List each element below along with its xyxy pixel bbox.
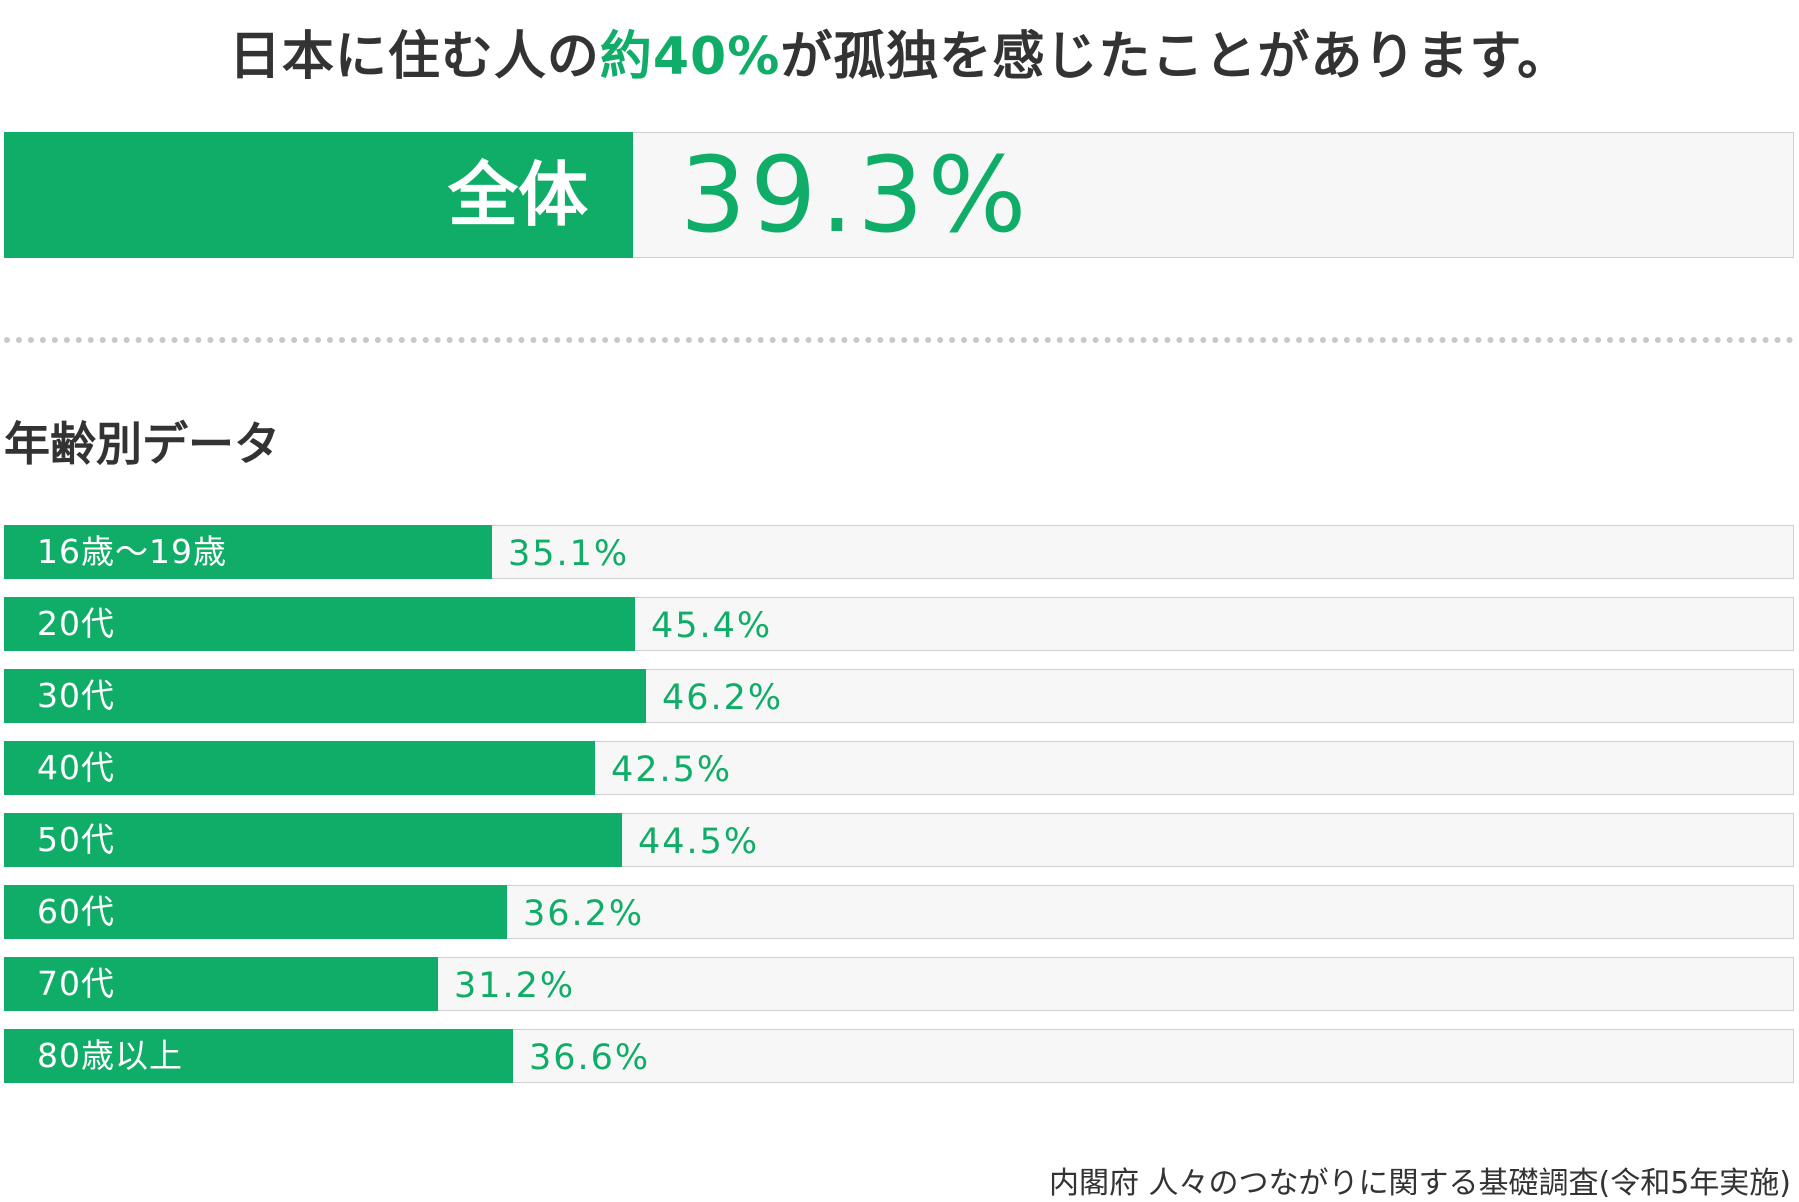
headline-highlight: 約40% (599, 27, 781, 87)
bar-row: 20代 45.4% (4, 597, 1794, 651)
headline-text-before: 日本に住む人の (228, 27, 600, 87)
value-label: 45.4% (651, 606, 773, 646)
bar (4, 813, 622, 867)
value-label: 44.5% (638, 822, 760, 862)
category-label: 40代 (37, 748, 115, 787)
bar (4, 1029, 513, 1083)
headline-text-after: が孤独を感じたことがあります。 (780, 27, 1571, 87)
overall-bar-fill (4, 132, 633, 258)
bar (4, 525, 492, 579)
bar-row: 80歳以上 36.6% (4, 1029, 1794, 1083)
bar (4, 597, 635, 651)
source-note: 内閣府 人々のつながりに関する基礎調査(令和5年実施) (1048, 1166, 1791, 1201)
category-label: 80歳以上 (37, 1036, 183, 1075)
bar-row: 60代 36.2% (4, 885, 1794, 939)
overall-value: 39.3% (680, 134, 1031, 256)
section-title: 年齢別データ (4, 417, 280, 471)
bar (4, 669, 646, 723)
category-label: 50代 (37, 820, 115, 859)
bar-row: 70代 31.2% (4, 957, 1794, 1011)
bar-row: 30代 46.2% (4, 669, 1794, 723)
category-label: 30代 (37, 676, 115, 715)
category-label: 60代 (37, 892, 115, 931)
bar-row: 16歳〜19歳 35.1% (4, 525, 1794, 579)
dotted-divider (4, 337, 1794, 343)
category-label: 16歳〜19歳 (37, 532, 227, 571)
category-label: 70代 (37, 964, 115, 1003)
value-label: 35.1% (508, 534, 630, 574)
bar (4, 957, 438, 1011)
category-label: 20代 (37, 604, 115, 643)
value-label: 36.6% (529, 1038, 651, 1078)
overall-label: 全体 (448, 154, 588, 236)
value-label: 36.2% (523, 894, 645, 934)
bar-row: 50代 44.5% (4, 813, 1794, 867)
bar (4, 741, 595, 795)
value-label: 42.5% (611, 750, 733, 790)
value-label: 46.2% (662, 678, 784, 718)
bar (4, 885, 507, 939)
headline: 日本に住む人の約40%が孤独を感じたことがあります。 (0, 14, 1799, 89)
bar-row: 40代 42.5% (4, 741, 1794, 795)
overall-bar: 全体 39.3% (4, 132, 1794, 258)
value-label: 31.2% (454, 966, 576, 1006)
